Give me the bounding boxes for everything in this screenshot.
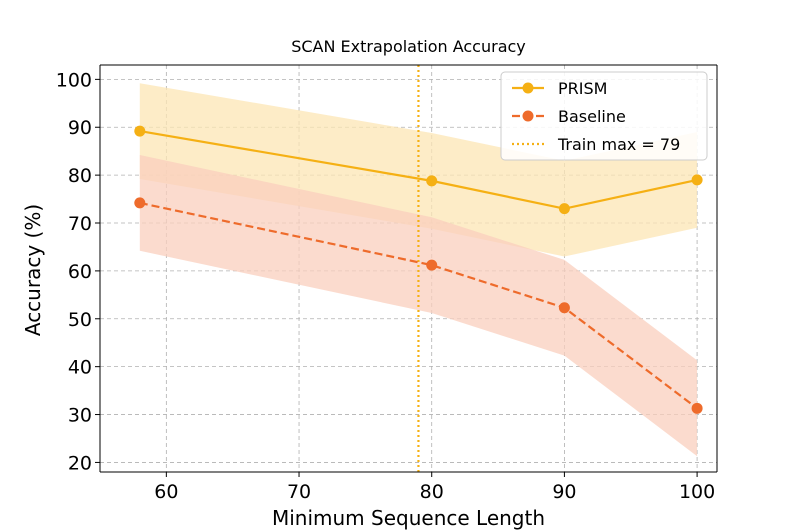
y-tick-label: 70 <box>68 213 92 235</box>
y-tick-label: 30 <box>68 405 92 427</box>
x-tick-label: 80 <box>420 481 444 503</box>
x-tick-label: 70 <box>287 481 311 503</box>
y-tick-label: 40 <box>68 357 92 379</box>
legend-prism-label: PRISM <box>558 79 607 98</box>
legend: PRISM Baseline Train max = 79 <box>500 71 708 161</box>
prism-series-line <box>139 129 698 210</box>
x-tick-label: 90 <box>552 481 576 503</box>
prism-data-point <box>134 125 146 137</box>
x-tick-label: 100 <box>679 481 715 503</box>
legend-train-label: Train max = 79 <box>557 135 680 154</box>
legend-prism-marker <box>522 82 534 94</box>
y-tick-label: 80 <box>68 165 92 187</box>
x-tick-label: 60 <box>154 481 178 503</box>
baseline-series-line <box>139 201 698 410</box>
baseline-data-point <box>426 259 438 271</box>
y-tick-label: 100 <box>56 69 92 91</box>
y-tick-label: 60 <box>68 261 92 283</box>
legend-frame <box>500 71 708 161</box>
baseline-data-point <box>558 302 570 314</box>
tick-labels: 60 70 80 90 100 20 30 40 50 60 70 80 90 100 <box>56 69 715 503</box>
axes <box>95 64 718 477</box>
legend-baseline-label: Baseline <box>558 107 626 126</box>
y-tick-label: 90 <box>68 117 92 139</box>
baseline-data-point <box>691 402 703 414</box>
y-tick-label: 50 <box>68 309 92 331</box>
baseline-data-point <box>134 197 146 209</box>
prism-data-point <box>691 174 703 186</box>
chart-title: SCAN Extrapolation Accuracy <box>291 37 526 56</box>
prism-data-point <box>426 175 438 187</box>
series-markers <box>134 125 703 414</box>
prism-data-point <box>558 203 570 215</box>
prism-confidence-band <box>139 83 698 257</box>
y-tick-label: 20 <box>68 452 92 474</box>
x-axis-title: Minimum Sequence Length <box>272 506 545 530</box>
legend-baseline-marker <box>522 110 534 122</box>
y-axis-title: Accuracy (%) <box>21 204 45 336</box>
series-lines <box>139 129 698 410</box>
